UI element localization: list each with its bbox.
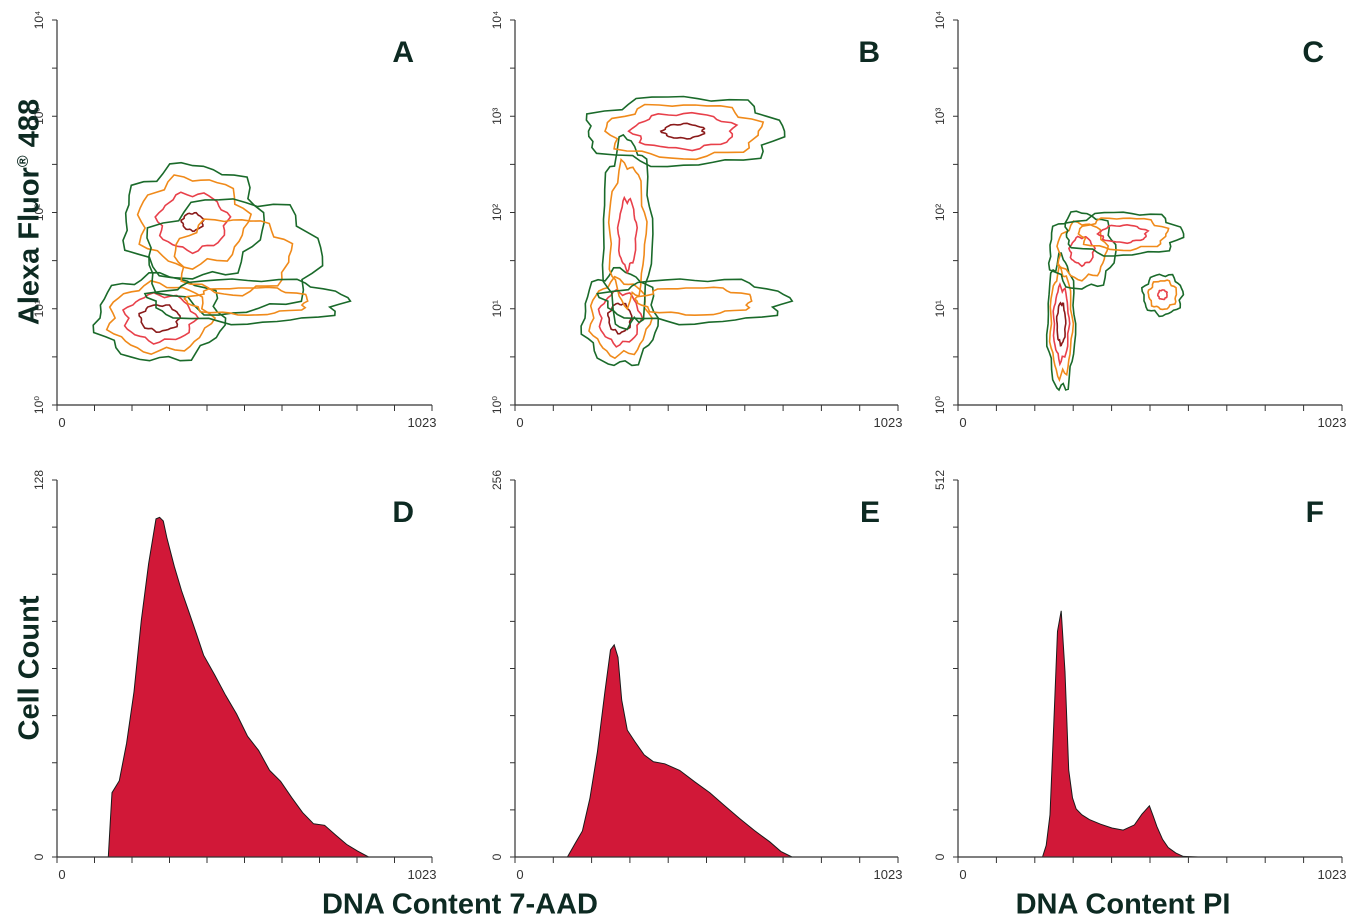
panel-e-y-tick-label: 0 xyxy=(490,853,504,860)
panel-b-contour-0-level-3 xyxy=(606,302,633,335)
panel-d-y-tick-label: 128 xyxy=(32,470,46,490)
panel-a-x-tick-label-max: 1023 xyxy=(408,415,437,430)
panel-b-contour-2-level-3 xyxy=(659,122,706,140)
y-axis-title-alexa-fluor: Alexa Fluor® 488 xyxy=(13,98,46,326)
panel-f-y-tick-label: 0 xyxy=(933,853,947,860)
panel-c-contour-2-level-1 xyxy=(1077,217,1170,252)
panel-a-plot-area xyxy=(57,20,432,405)
panel-b-contour-2-level-0 xyxy=(585,95,786,168)
panel-b-contour-1-level-2 xyxy=(616,195,639,275)
panel-c-letter: C xyxy=(1302,36,1324,69)
panel-b-contour-2-level-1 xyxy=(604,103,765,161)
panel-d-x-tick-label-max: 1023 xyxy=(408,867,437,882)
panel-c-contour-0-level-0 xyxy=(1045,252,1077,392)
panel-c-x-tick-label-max: 1023 xyxy=(1318,415,1347,430)
panel-f-x-tick-label-min: 0 xyxy=(959,867,966,882)
panel-c-contour-0-level-2 xyxy=(1052,282,1071,367)
panel-e-x-tick-label-min: 0 xyxy=(516,867,523,882)
panel-b-x-tick-label-max: 1023 xyxy=(874,415,903,430)
panel-d-letter: D xyxy=(392,496,414,529)
panel-a-contour-1-level-0 xyxy=(122,161,266,280)
panel-a-contour-2-level-1 xyxy=(173,218,294,297)
panel-a-contour-3-level-1 xyxy=(183,286,309,317)
panel-f-x-tick-label-max: 1023 xyxy=(1318,867,1347,882)
x-axis-title-pi: DNA Content PI xyxy=(1015,888,1231,921)
y-axis-title-cell-count: Cell Count xyxy=(13,595,46,741)
panel-a-y-tick-label: 10⁰ xyxy=(32,396,46,414)
panel-c-contour-0-level-3 xyxy=(1055,301,1067,347)
panel-c-contour-3-level-2 xyxy=(1156,289,1169,301)
panel-c-contour-3-level-1 xyxy=(1147,279,1178,311)
panel-a-contour-1-level-1 xyxy=(136,174,253,270)
panel-a-contour-2-level-0 xyxy=(146,198,324,316)
panel-e-y-tick-label: 256 xyxy=(490,470,504,490)
panel-a-x-tick-label-min: 0 xyxy=(58,415,65,430)
panel-b-y-tick-label: 10² xyxy=(490,204,504,221)
panel-a-contour-0-level-3 xyxy=(138,303,182,334)
panel-b-contour-0-level-2 xyxy=(597,288,644,348)
panel-a-y-tick-label: 10¹ xyxy=(32,300,46,317)
panel-a-contour-1-level-2 xyxy=(154,191,232,255)
panel-b-plot-area xyxy=(515,20,898,405)
panel-c-y-tick-label: 10² xyxy=(933,204,947,221)
panel-c-y-tick-label: 10⁰ xyxy=(933,396,947,414)
panel-a-y-tick-label: 10³ xyxy=(32,108,46,125)
panel-d-y-tick-label: 0 xyxy=(32,853,46,860)
panel-a-contour-0-level-1 xyxy=(105,279,217,356)
panel-d-x-tick-label-min: 0 xyxy=(58,867,65,882)
panel-a-y-tick-label: 10⁴ xyxy=(32,11,46,30)
panel-e-x-tick-label-max: 1023 xyxy=(874,867,903,882)
panel-f-plot-area xyxy=(958,480,1342,857)
panel-b-contour-1-level-0 xyxy=(601,133,654,331)
panel-b-contour-2-level-2 xyxy=(627,111,739,152)
panel-c-y-tick-label: 10¹ xyxy=(933,300,947,317)
panel-c-contour-0-level-1 xyxy=(1048,263,1075,383)
panel-b-contour-1-level-1 xyxy=(607,157,648,311)
panel-a-letter: A xyxy=(392,36,414,69)
panel-a-y-tick-label: 10² xyxy=(32,204,46,221)
panel-d-histogram xyxy=(57,516,432,858)
panel-b-letter: B xyxy=(858,36,880,69)
panel-b-y-tick-label: 10⁴ xyxy=(490,11,504,30)
panel-b-y-tick-label: 10³ xyxy=(490,108,504,125)
panel-c-y-tick-label: 10⁴ xyxy=(933,11,947,30)
panel-c-contour-1-level-2 xyxy=(1068,235,1097,268)
panel-c-contour-2-level-2 xyxy=(1096,223,1150,245)
x-axis-title-7aad: DNA Content 7-AAD xyxy=(321,888,599,921)
panel-b-contour-0-level-0 xyxy=(580,266,660,367)
panel-b-contour-3-level-1 xyxy=(633,286,753,317)
panel-f-letter: F xyxy=(1306,496,1324,529)
panel-c-y-tick-label: 10³ xyxy=(933,108,947,125)
panel-b-y-tick-label: 10⁰ xyxy=(490,396,504,414)
panel-c-contour-3-level-0 xyxy=(1140,273,1185,318)
panel-e-histogram xyxy=(515,643,898,858)
panel-a-contour-3-level-0 xyxy=(143,278,352,326)
panel-b-y-tick-label: 10¹ xyxy=(490,300,504,317)
panel-c-contour-2-level-0 xyxy=(1064,211,1185,257)
panel-b-contour-3-level-0 xyxy=(596,278,794,326)
panel-c-plot-area xyxy=(958,20,1342,405)
panel-c-contour-1-level-1 xyxy=(1056,220,1110,282)
panel-e-letter: E xyxy=(860,496,880,529)
panel-c-x-tick-label-min: 0 xyxy=(959,415,966,430)
panel-b-x-tick-label-min: 0 xyxy=(516,415,523,430)
panel-f-y-tick-label: 512 xyxy=(933,470,947,490)
